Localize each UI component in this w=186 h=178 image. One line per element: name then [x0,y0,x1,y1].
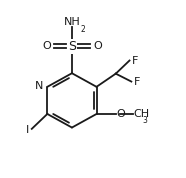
Text: O: O [116,109,125,119]
Text: F: F [132,56,138,66]
Text: 2: 2 [81,25,86,33]
Text: 3: 3 [142,116,147,125]
Text: CH: CH [133,109,149,119]
Text: S: S [68,40,76,53]
Text: N: N [35,81,43,91]
Text: NH: NH [64,17,80,27]
Text: O: O [42,41,51,51]
Text: O: O [93,41,102,51]
Text: F: F [134,77,140,87]
Text: I: I [26,125,29,135]
